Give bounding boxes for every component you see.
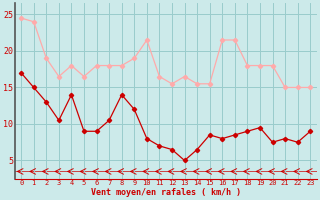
X-axis label: Vent moyen/en rafales ( km/h ): Vent moyen/en rafales ( km/h ) xyxy=(91,188,241,197)
